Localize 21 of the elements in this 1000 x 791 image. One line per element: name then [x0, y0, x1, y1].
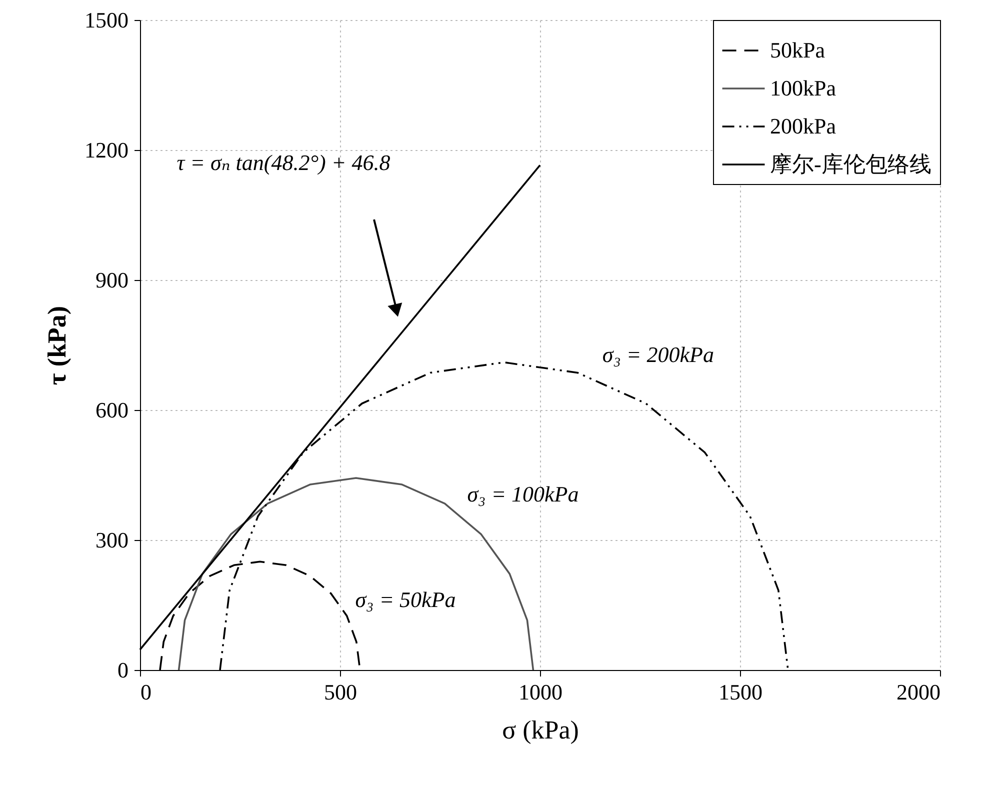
annotation: τ = σₙ tan(48.2°) + 46.8 [176, 150, 390, 175]
legend-label: 200kPa [770, 114, 836, 138]
x-tick-label: 1500 [718, 680, 762, 704]
annotation: σ₃ = 50kPa [355, 586, 456, 612]
legend-label: 摩尔-库伦包络线 [770, 152, 932, 176]
y-tick-label: 300 [96, 528, 128, 552]
legend-label: 100kPa [770, 76, 836, 100]
annotation: σ₃ = 100kPa [467, 482, 579, 506]
y-tick-label: 600 [96, 398, 128, 422]
annotation: σ₃ = 200kPa [602, 342, 714, 367]
y-tick-label: 1200 [84, 138, 128, 162]
x-tick-label: 500 [324, 680, 357, 704]
x-tick-label: 0 [140, 680, 152, 704]
y-axis-title: τ (kPa) [42, 306, 72, 386]
x-tick-label: 1000 [518, 680, 562, 704]
y-tick-label: 1500 [84, 8, 128, 32]
y-tick-label: 0 [118, 658, 128, 682]
x-tick-label: 2000 [896, 680, 940, 704]
y-tick-label: 900 [96, 268, 128, 292]
legend-label: 50kPa [770, 38, 826, 62]
x-axis-title: σ (kPa) [502, 716, 579, 744]
